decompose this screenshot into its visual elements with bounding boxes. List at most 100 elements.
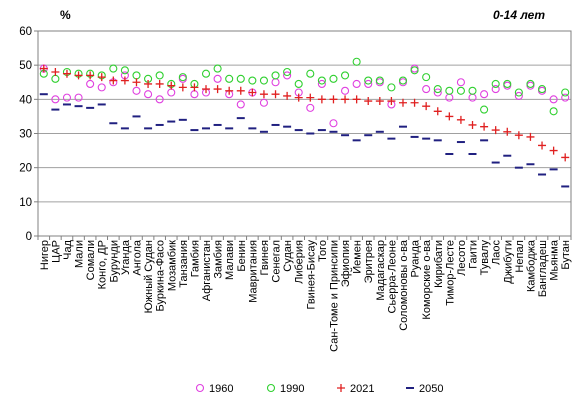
legend-label-1990: 1990 <box>280 383 304 395</box>
x-category-label: Сенегал <box>271 240 283 283</box>
point-1960 <box>352 79 361 89</box>
x-category-label: Эфиопия <box>340 240 352 287</box>
y-axis: 0 10 20 30 40 50 60 <box>19 26 38 243</box>
point-1960 <box>433 88 442 97</box>
point-1990 <box>398 76 408 85</box>
point-1960 <box>86 79 95 89</box>
x-category-label: Сьерра-Леоне <box>386 240 398 313</box>
x-category-label: Южный Судан <box>143 240 155 313</box>
point-1990 <box>537 85 547 94</box>
point-1960 <box>422 85 431 94</box>
x-category-label: Чад <box>62 239 74 259</box>
point-1990 <box>213 64 222 73</box>
point-2021 <box>167 81 176 90</box>
point-1990 <box>549 107 558 116</box>
point-2021 <box>352 95 361 104</box>
point-1960 <box>283 71 292 80</box>
point-1990 <box>410 66 419 75</box>
point-2021 <box>294 93 303 102</box>
x-category-label: Мали <box>74 240 86 268</box>
legend-label-1960: 1960 <box>209 383 233 395</box>
x-category-label: Тувалу <box>479 240 491 276</box>
point-2021 <box>178 83 187 92</box>
point-2021 <box>503 127 512 136</box>
point-1990 <box>109 64 118 73</box>
point-2021 <box>306 93 315 102</box>
point-2021 <box>62 69 71 78</box>
point-2021 <box>144 79 153 88</box>
x-category-label: Танзания <box>178 240 190 288</box>
point-1990 <box>248 76 257 85</box>
point-2021 <box>132 78 141 87</box>
point-2021 <box>433 107 442 116</box>
point-1960 <box>445 93 454 102</box>
y-tick-label: 10 <box>19 197 32 209</box>
point-1960 <box>144 90 153 99</box>
x-category-label: Джибути <box>502 240 514 284</box>
y-tick-label: 60 <box>19 26 32 38</box>
point-2021 <box>364 97 373 106</box>
point-2021 <box>202 85 211 94</box>
point-1990 <box>468 86 477 95</box>
point-1960 <box>62 93 72 102</box>
x-category-label: Нигер <box>39 240 51 270</box>
x-category-label: Лаос <box>491 240 503 265</box>
point-2021 <box>155 79 164 88</box>
y-tick-label: 30 <box>19 129 32 141</box>
point-1990 <box>352 57 361 66</box>
legend: 1960 1990 2021 2050 <box>195 383 443 395</box>
point-2021 <box>456 115 465 124</box>
series-2050 <box>39 93 570 188</box>
grid-lines <box>38 64 571 203</box>
x-category-label: Руанда <box>410 239 422 277</box>
x-category-label: Буркина-Фасо <box>155 240 167 312</box>
point-1990 <box>445 86 454 95</box>
point-1990 <box>271 71 280 80</box>
x-category-label: Бенин <box>236 240 248 272</box>
point-2021 <box>283 91 292 100</box>
legend-marker-1960 <box>195 383 205 393</box>
point-1960 <box>213 74 222 83</box>
x-category-label: Гвинея <box>259 240 271 276</box>
point-2021 <box>410 98 419 107</box>
y-axis-label: % <box>60 8 71 22</box>
point-1990 <box>375 76 384 85</box>
x-category-label: Судан <box>282 240 294 272</box>
point-1960 <box>155 95 164 104</box>
point-1960 <box>259 98 268 107</box>
point-1990 <box>456 86 465 95</box>
point-1990 <box>341 71 350 80</box>
point-2021 <box>39 64 48 73</box>
point-2021 <box>190 83 199 92</box>
point-1960 <box>271 78 280 87</box>
legend-label-2050: 2050 <box>419 383 443 395</box>
point-2021 <box>514 131 523 140</box>
point-1990 <box>387 83 396 92</box>
x-category-label: Афганистан <box>201 240 213 301</box>
point-1960 <box>306 103 315 112</box>
point-1990 <box>491 79 500 89</box>
series-1960 <box>39 64 570 128</box>
point-1960 <box>190 90 199 99</box>
legend-marker-1990 <box>266 383 276 393</box>
x-category-label: Сомали <box>85 240 97 280</box>
x-category-label: Мьянма <box>549 239 561 280</box>
x-category-label: Гаити <box>468 240 480 269</box>
point-1990 <box>283 67 292 77</box>
point-1990 <box>51 74 60 83</box>
point-2021 <box>491 126 500 135</box>
y-tick-label: 50 <box>19 60 32 72</box>
point-2021 <box>549 146 558 155</box>
point-1990 <box>433 85 442 94</box>
point-1960 <box>480 90 489 99</box>
chart-title: 0-14 лет <box>493 8 545 22</box>
x-category-label: Камбоджа <box>525 239 537 292</box>
x-category-label: Того <box>317 240 329 262</box>
x-category-label: Гвинея-Бисау <box>305 240 317 310</box>
point-1990 <box>329 74 338 83</box>
point-1990 <box>364 76 373 85</box>
x-category-label: Мадагаскар <box>375 240 387 301</box>
point-1960 <box>97 83 106 92</box>
point-2021 <box>225 86 234 95</box>
point-1990 <box>178 73 187 82</box>
